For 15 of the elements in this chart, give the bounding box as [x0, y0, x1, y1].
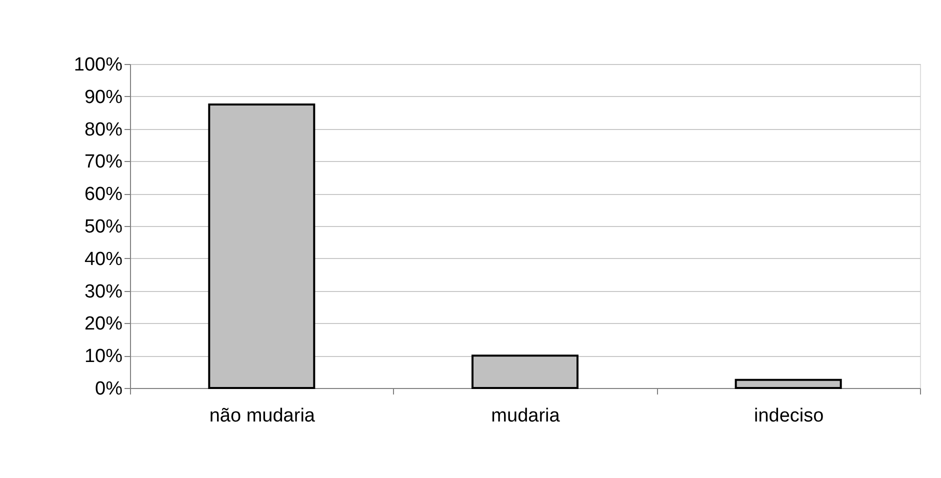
x-tick-label: indeciso: [754, 406, 824, 426]
y-tick-label: 100%: [74, 54, 123, 76]
y-tick-label: 10%: [84, 346, 123, 368]
y-tick-label: 60%: [84, 184, 123, 206]
y-tick-label: 20%: [84, 314, 123, 335]
y-tick-label: 30%: [84, 281, 123, 302]
y-tick-label: 40%: [84, 248, 123, 270]
bar: [734, 378, 842, 389]
y-tick-label: 70%: [84, 152, 123, 173]
y-tick-label: 80%: [84, 119, 123, 140]
y-tick-label: 50%: [84, 216, 123, 238]
y-tick-label: 90%: [84, 86, 123, 108]
x-tick-label: mudaria: [491, 406, 560, 426]
x-tick-label: não mudaria: [209, 406, 316, 426]
y-tick-label: 0%: [95, 378, 123, 400]
